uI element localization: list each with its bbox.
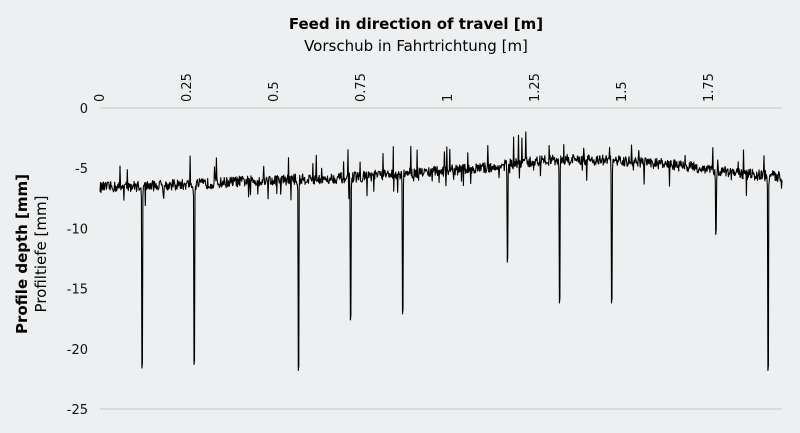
x-tick-label: 1.75 (702, 73, 717, 102)
y-tick-label: -25 (67, 403, 88, 418)
y-axis-label: Profile depth [mm] (13, 174, 31, 334)
y-tick-label: -15 (67, 283, 88, 298)
x-tick-label: 1.5 (615, 81, 630, 102)
x-tick-label: 0.75 (354, 73, 369, 102)
x-tick-label: 0 (93, 94, 108, 102)
y-tick-label: -5 (75, 162, 88, 177)
y-tick-label: 0 (80, 102, 88, 117)
x-tick-label: 0.5 (267, 81, 282, 102)
y-axis-label-group: Profile depth [mm] (13, 174, 31, 334)
profile-depth-series-line (99, 131, 783, 372)
y-tick-label: -10 (67, 222, 88, 237)
chart-subtitle: Vorschub in Fahrtrichtung [m] (304, 37, 528, 55)
y-axis-label-secondary-group: Profiltiefe [mm] (32, 196, 50, 313)
y-axis-ticks: 0 -5 -10 -15 -20 -25 (67, 102, 88, 418)
y-axis-label-secondary: Profiltiefe [mm] (32, 196, 50, 313)
x-axis-ticks: 0 0.25 0.5 0.75 1 1.25 1.5 1.75 (93, 73, 717, 102)
chart-title: Feed in direction of travel [m] (289, 15, 543, 33)
y-tick-label: -20 (67, 343, 88, 358)
x-tick-label: 1.25 (528, 73, 543, 102)
x-tick-label: 0.25 (180, 73, 195, 102)
x-tick-label: 1 (441, 94, 456, 102)
